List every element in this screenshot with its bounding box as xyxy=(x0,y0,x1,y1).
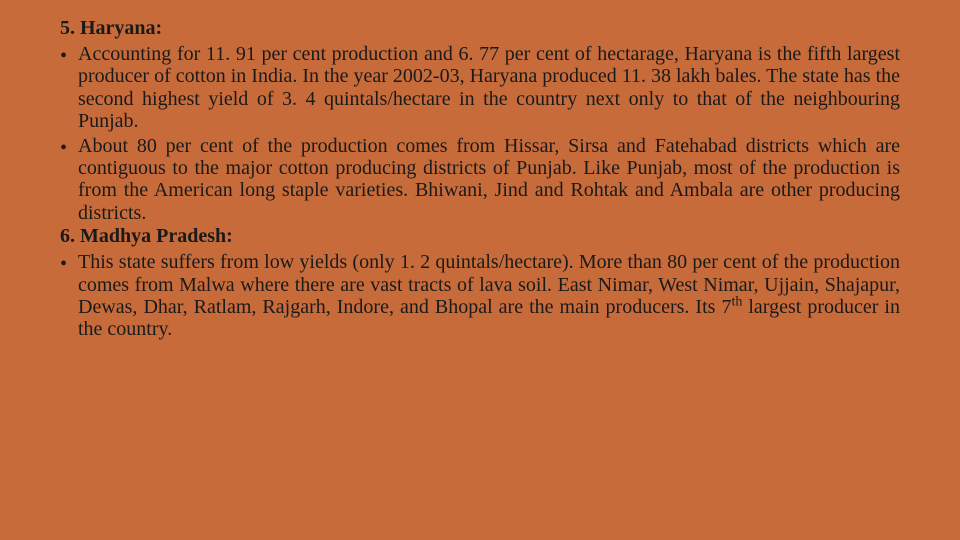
section-heading-madhya-pradesh: 6. Madhya Pradesh: xyxy=(60,224,900,249)
slide-content: 5. Haryana: • Accounting for 11. 91 per … xyxy=(60,16,900,341)
bullet-text-mp: This state suffers from low yields (only… xyxy=(78,251,900,341)
list-item: • About 80 per cent of the production co… xyxy=(60,135,900,225)
bullet-icon: • xyxy=(60,251,78,341)
bullet-icon: • xyxy=(60,43,78,133)
bullet-icon: • xyxy=(60,135,78,225)
bullet-text: About 80 per cent of the production come… xyxy=(78,135,900,225)
section-heading-haryana: 5. Haryana: xyxy=(60,16,900,41)
list-item: • This state suffers from low yields (on… xyxy=(60,251,900,341)
bullet-text: Accounting for 11. 91 per cent productio… xyxy=(78,43,900,133)
list-item: • Accounting for 11. 91 per cent product… xyxy=(60,43,900,133)
